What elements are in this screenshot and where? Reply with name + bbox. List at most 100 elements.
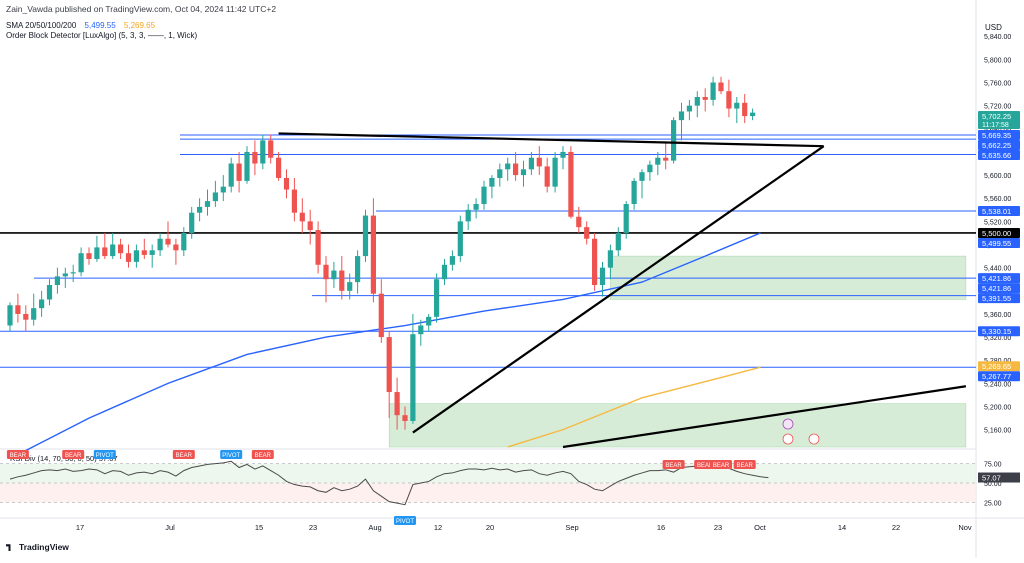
candle-body bbox=[70, 272, 76, 274]
signal-badge-label: BEAR bbox=[697, 463, 714, 469]
sma-value-2: 5,269.65 bbox=[123, 21, 156, 30]
candle-body bbox=[355, 256, 361, 283]
signal-badge-label: PIVOT bbox=[96, 453, 114, 459]
axis-price-tag-label: 5,538.01 bbox=[982, 207, 1011, 216]
candle-body bbox=[671, 120, 677, 161]
candle-body bbox=[315, 230, 321, 265]
candle-body bbox=[228, 163, 234, 187]
candle-body bbox=[181, 232, 187, 251]
candle-body bbox=[560, 151, 566, 158]
signal-badge-label: BEAR bbox=[665, 463, 682, 469]
candle-body bbox=[505, 163, 511, 170]
candle-body bbox=[418, 325, 424, 335]
candle-body bbox=[378, 293, 384, 338]
candle-body bbox=[536, 157, 542, 167]
axis-price-tag bbox=[978, 227, 1020, 238]
candle-body bbox=[449, 256, 455, 265]
candle-body bbox=[78, 253, 84, 273]
candle-body bbox=[434, 279, 440, 317]
candle-body bbox=[125, 253, 132, 262]
candle-body bbox=[212, 192, 218, 202]
event-lightning-icon bbox=[782, 418, 794, 430]
axis-price-tag-label: 5,391.55 bbox=[982, 294, 1011, 303]
candle-body bbox=[528, 157, 534, 170]
price-tick-label: 5,240.00 bbox=[984, 381, 1011, 388]
signal-badge bbox=[733, 460, 756, 469]
candle-body bbox=[23, 313, 29, 320]
candle-body bbox=[607, 250, 613, 268]
signal-badge-label: BEAR bbox=[10, 453, 27, 459]
signal-badge-label: PIVOT bbox=[222, 453, 240, 459]
axis-price-tag bbox=[978, 273, 1020, 284]
candle-body bbox=[86, 253, 92, 259]
axis-price-tag bbox=[978, 293, 1020, 304]
signal-badge bbox=[6, 450, 29, 459]
candle-body bbox=[46, 285, 53, 300]
time-tick-label: 17 bbox=[76, 523, 84, 532]
candle-body bbox=[465, 209, 471, 222]
candle-body bbox=[157, 238, 163, 251]
price-tick-label: 5,320.00 bbox=[984, 335, 1011, 342]
rsi-line bbox=[9, 460, 769, 506]
axis-price-tag bbox=[978, 361, 1020, 372]
signal-badge bbox=[220, 450, 243, 459]
price-tick-label: 5,560.00 bbox=[984, 196, 1011, 203]
rsi-value-tag-label: 57.07 bbox=[982, 474, 1001, 483]
candle-body bbox=[7, 305, 13, 326]
candle-body bbox=[552, 157, 558, 187]
price-tick-label: 5,800.00 bbox=[984, 57, 1011, 64]
candle-body bbox=[31, 308, 37, 320]
candle-body bbox=[623, 204, 629, 233]
candle-body bbox=[663, 157, 669, 161]
rsi-oversold-band bbox=[0, 483, 976, 503]
demand-zone-1 bbox=[388, 403, 967, 448]
candle-body bbox=[307, 221, 313, 231]
tradingview-logo[interactable]: TradingView bbox=[6, 542, 69, 552]
time-tick-label: Oct bbox=[754, 523, 767, 532]
candle-body bbox=[133, 250, 139, 262]
signal-badge-label: BEAR bbox=[176, 453, 193, 459]
sma-legend[interactable]: SMA 20/50/100/200 5,499.55 5,269.65 bbox=[6, 21, 161, 30]
candle-body bbox=[165, 238, 171, 245]
axis-price-tag-label: 5,269.65 bbox=[982, 362, 1011, 371]
candle-body bbox=[339, 270, 345, 291]
sma-line-1 bbox=[507, 366, 761, 448]
candle-body bbox=[726, 91, 732, 109]
candle-body bbox=[323, 264, 329, 280]
time-tick-label: Sep bbox=[565, 523, 578, 532]
candle-body bbox=[544, 166, 550, 187]
candle-body bbox=[742, 102, 748, 117]
candle-body bbox=[497, 169, 503, 178]
sma-value-1: 5,499.55 bbox=[84, 21, 116, 30]
axis-price-tag-label: 5,421.86 bbox=[982, 274, 1011, 283]
candle-body bbox=[54, 276, 60, 286]
candle-body bbox=[426, 316, 432, 326]
candle-body bbox=[197, 206, 203, 213]
signal-badge-label: BEAR bbox=[737, 463, 754, 469]
candle-body bbox=[220, 186, 226, 193]
candle-body bbox=[291, 189, 297, 213]
order-block-legend[interactable]: Order Block Detector [LuxAlgo] (5, 3, 3,… bbox=[6, 31, 198, 40]
axis-price-tag-label: 5,702.25 bbox=[982, 112, 1011, 121]
axis-price-tag bbox=[978, 371, 1020, 382]
candle-body bbox=[647, 164, 653, 173]
time-tick-label: 22 bbox=[892, 523, 900, 532]
candle-body bbox=[386, 337, 392, 393]
signal-badge-label: PIVOT bbox=[396, 519, 414, 525]
time-tick-label: 23 bbox=[714, 523, 722, 532]
candle-body bbox=[118, 244, 124, 254]
tradingview-logo-text: TradingView bbox=[19, 542, 69, 552]
trendline-1 bbox=[412, 145, 825, 434]
price-tick-label: 5,760.00 bbox=[984, 81, 1011, 88]
price-tick-label: 5,720.00 bbox=[984, 104, 1011, 111]
candle-body bbox=[39, 299, 45, 309]
sma-line-0 bbox=[9, 232, 761, 460]
candle-body bbox=[734, 102, 740, 109]
axis-price-tag-time: 11:17:58 bbox=[982, 122, 1009, 129]
candle-body bbox=[268, 140, 274, 158]
candle-body bbox=[331, 270, 337, 280]
currency-label: USD bbox=[985, 23, 1002, 32]
time-tick-label: Jul bbox=[165, 523, 175, 532]
